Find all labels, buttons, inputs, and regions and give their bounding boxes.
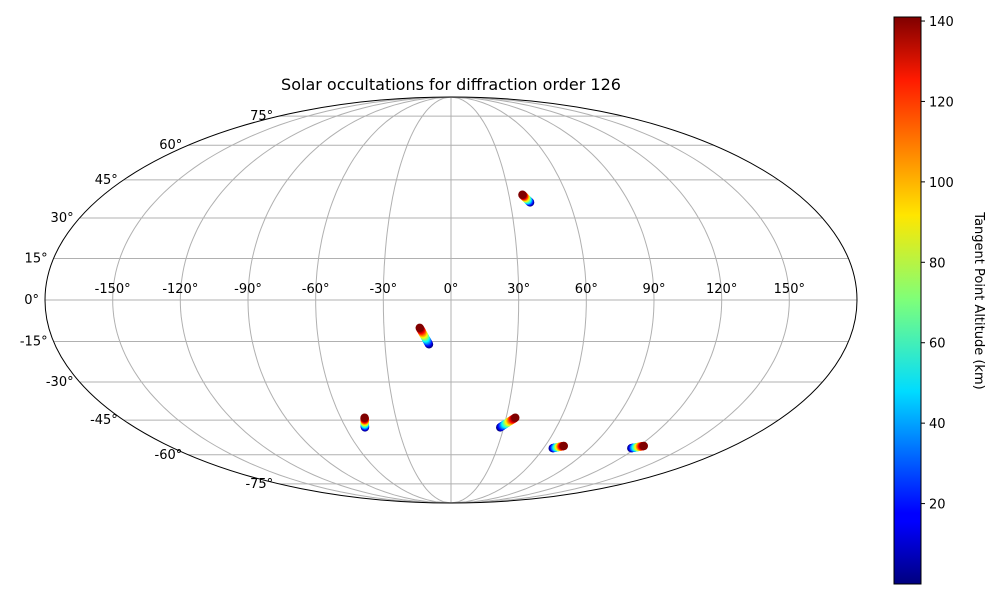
- colorbar-label: Tangent Point Altitude (km): [971, 211, 986, 389]
- y-tick-label: 75°: [250, 109, 273, 124]
- map-boundary: [44, 96, 858, 504]
- y-tick-label: -75°: [245, 477, 273, 492]
- data-point: [360, 413, 369, 422]
- colorbar-tick-label: 140: [929, 15, 954, 30]
- data-point: [559, 441, 568, 451]
- data-point: [415, 323, 424, 332]
- y-tick-labels: -75° -60° -45° -30° -15° 0° 15° 30° 45° 60° 75°: [20, 109, 273, 492]
- colorbar-ticks: 20 40 60 80 100 120 140: [921, 15, 954, 513]
- x-tick-label: -150°: [95, 282, 131, 297]
- y-tick-label: 30°: [51, 211, 74, 226]
- colorbar: [893, 16, 922, 585]
- map-grid: [45, 97, 857, 503]
- colorbar-tick-label: 100: [929, 176, 954, 191]
- y-tick-label: -30°: [46, 375, 74, 390]
- x-tick-label: 90°: [642, 282, 665, 297]
- data-point: [511, 413, 520, 422]
- y-tick-label: 15°: [25, 251, 48, 266]
- colorbar-tick-label: 120: [929, 95, 954, 110]
- x-tick-label: -120°: [162, 282, 198, 297]
- colorbar-tick-label: 80: [929, 256, 946, 271]
- colorbar-tick-label: 40: [929, 417, 946, 432]
- y-tick-label: -15°: [20, 335, 48, 350]
- x-tick-label: -30°: [369, 282, 397, 297]
- colorbar-tick-label: 60: [929, 337, 946, 352]
- colorbar-tick-label: 20: [929, 498, 946, 513]
- data-points: [360, 190, 648, 453]
- x-tick-labels: -150° -120° -90° -60° -30° 0° 30° 60° 90° 120° 150…: [95, 282, 805, 297]
- x-tick-label: 30°: [507, 282, 530, 297]
- x-tick-label: -90°: [234, 282, 262, 297]
- x-tick-label: 0°: [444, 282, 459, 297]
- y-tick-label: 45°: [95, 173, 118, 188]
- y-tick-label: -60°: [155, 448, 183, 463]
- y-tick-label: -45°: [90, 413, 118, 428]
- x-tick-label: -60°: [302, 282, 330, 297]
- x-tick-label: 150°: [774, 282, 805, 297]
- data-point: [518, 190, 527, 199]
- y-tick-label: 0°: [24, 293, 39, 308]
- y-tick-label: 60°: [159, 138, 182, 153]
- x-tick-label: 60°: [575, 282, 598, 297]
- chart-title: Solar occultations for diffraction order…: [281, 75, 621, 94]
- data-point: [639, 441, 648, 451]
- x-tick-label: 120°: [706, 282, 737, 297]
